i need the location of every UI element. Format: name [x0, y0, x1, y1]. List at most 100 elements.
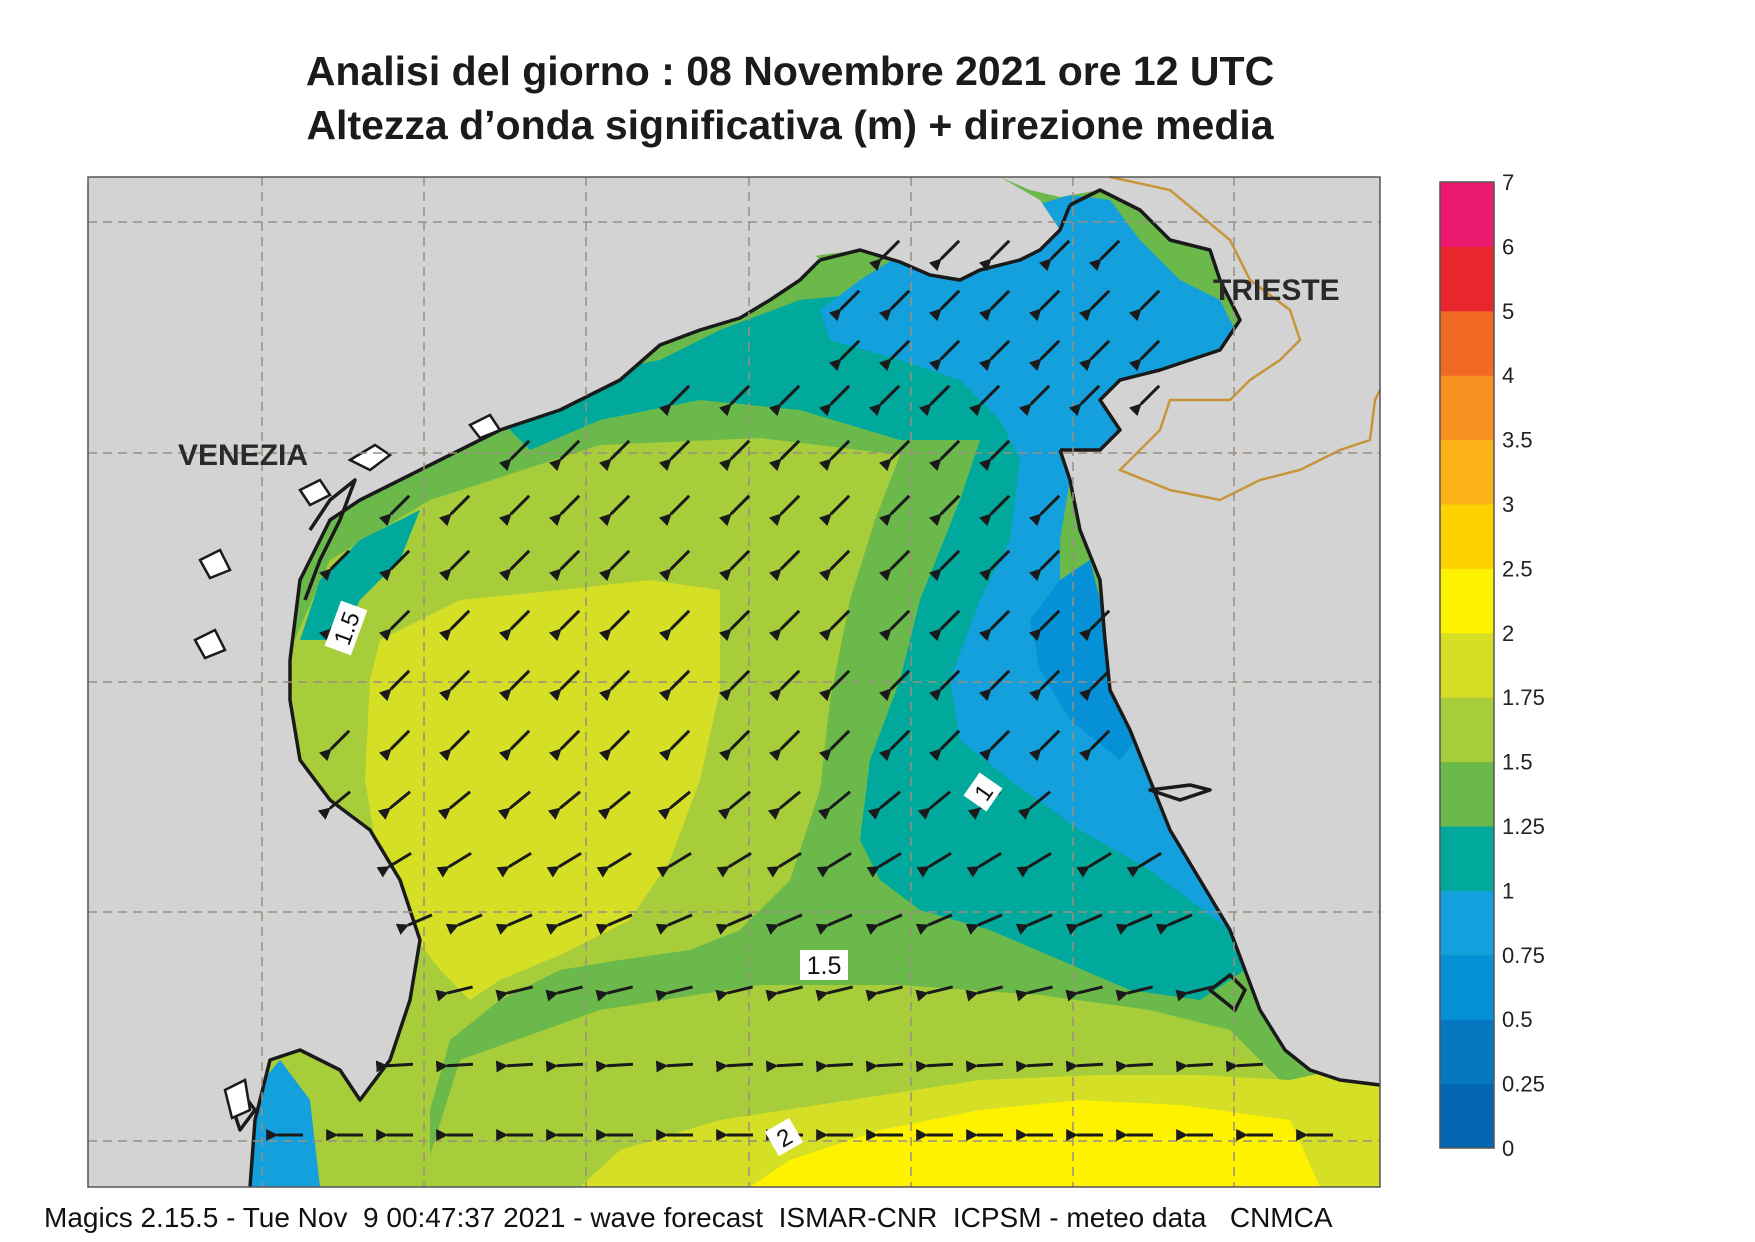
direction-arrow: [498, 439, 531, 472]
direction-arrow: [548, 439, 581, 472]
direction-arrow: [716, 851, 752, 878]
direction-arrow: [818, 549, 851, 582]
map-subtitle: Altezza d’onda significativa (m) + direz…: [306, 102, 1274, 148]
legend-band: [1440, 1019, 1494, 1085]
direction-arrow: [978, 439, 1011, 472]
direction-arrow: [865, 985, 903, 1002]
direction-arrow: [496, 851, 532, 878]
direction-arrow: [765, 1060, 804, 1073]
legend-band: [1440, 246, 1494, 312]
city-label-trieste: TRIESTE: [1213, 274, 1340, 307]
direction-arrow: [768, 609, 801, 642]
direction-arrow: [598, 669, 631, 702]
direction-arrow: [1175, 1060, 1214, 1073]
direction-arrow: [596, 851, 632, 878]
legend-label: 2.5: [1502, 556, 1533, 581]
direction-arrow: [498, 609, 531, 642]
direction-arrow: [658, 494, 691, 527]
field-0.75-1-sw: [250, 1060, 320, 1187]
legend-band: [1440, 568, 1494, 634]
direction-arrow: [766, 851, 802, 878]
direction-arrow: [375, 1060, 414, 1073]
legend-band: [1440, 439, 1494, 505]
direction-arrow: [818, 439, 851, 472]
legend-label: 2: [1502, 621, 1514, 646]
direction-arrow: [768, 439, 801, 472]
direction-arrow: [548, 609, 581, 642]
direction-arrow: [548, 549, 581, 582]
direction-arrow: [378, 494, 411, 527]
direction-arrow: [878, 289, 911, 322]
direction-arrow: [1028, 289, 1061, 322]
direction-arrow: [438, 609, 471, 642]
direction-arrow: [1225, 1060, 1264, 1073]
direction-arrow: [595, 913, 633, 935]
direction-arrow: [1018, 384, 1051, 417]
land-west-venezia: [88, 177, 820, 1187]
legend-band: [1440, 504, 1494, 569]
direction-arrow: [1115, 1060, 1154, 1073]
direction-arrow: [928, 339, 961, 372]
legend-label: 0.25: [1502, 1072, 1545, 1097]
direction-arrow: [928, 609, 961, 642]
direction-arrow: [718, 494, 751, 527]
direction-arrow: [768, 384, 801, 417]
direction-arrow: [978, 609, 1011, 642]
direction-arrow: [768, 669, 801, 702]
direction-arrow: [1126, 851, 1162, 878]
direction-arrow: [928, 669, 961, 702]
direction-arrow: [828, 289, 861, 322]
wave-direction-arrows: [266, 239, 1333, 1141]
direction-arrow: [1115, 913, 1153, 935]
direction-arrow: [815, 985, 853, 1002]
land-north-lagoon: [740, 177, 1060, 280]
direction-arrow: [978, 339, 1011, 372]
direction-arrow: [658, 609, 691, 642]
direction-arrow: [1068, 384, 1101, 417]
direction-arrow: [377, 790, 411, 820]
direction-arrow: [1017, 790, 1051, 820]
direction-arrow: [495, 985, 533, 1002]
legend-band: [1440, 826, 1494, 891]
legend-band: [1440, 697, 1494, 763]
direction-arrow: [317, 790, 351, 820]
legend-label: 0.75: [1502, 943, 1545, 968]
footer-credits: Magics 2.15.5 - Tue Nov 9 00:47:37 2021 …: [44, 1202, 1333, 1233]
direction-arrow: [1065, 1060, 1104, 1073]
direction-arrow: [768, 549, 801, 582]
legend-label: 1.75: [1502, 685, 1545, 710]
direction-arrow: [765, 985, 803, 1002]
direction-arrow: [595, 985, 633, 1002]
legend-label: 3.5: [1502, 428, 1533, 453]
direction-arrow: [878, 494, 911, 527]
direction-arrow: [718, 384, 751, 417]
direction-arrow: [1028, 549, 1061, 582]
direction-arrow: [1028, 729, 1061, 762]
legend-label: 0: [1502, 1136, 1514, 1161]
direction-arrow: [655, 913, 693, 935]
direction-arrow: [817, 790, 851, 820]
direction-arrow: [968, 384, 1001, 417]
direction-arrow: [658, 669, 691, 702]
direction-arrow: [818, 729, 851, 762]
direction-arrow: [815, 913, 853, 935]
land-northeast: [1000, 177, 1380, 1085]
direction-arrow: [438, 729, 471, 762]
direction-arrow: [928, 729, 961, 762]
direction-arrow: [318, 549, 351, 582]
direction-arrow: [658, 549, 691, 582]
direction-arrow: [868, 239, 901, 272]
direction-arrow: [498, 549, 531, 582]
direction-arrow: [715, 913, 753, 935]
direction-arrow: [547, 790, 581, 820]
direction-arrow: [865, 913, 903, 935]
direction-arrow: [598, 609, 631, 642]
direction-arrow: [497, 790, 531, 820]
field-2-2.5: [750, 1100, 1320, 1187]
direction-arrow: [928, 289, 961, 322]
direction-arrow: [658, 729, 691, 762]
direction-arrow: [1015, 985, 1053, 1002]
direction-arrow: [1078, 289, 1111, 322]
direction-arrow: [1078, 729, 1111, 762]
